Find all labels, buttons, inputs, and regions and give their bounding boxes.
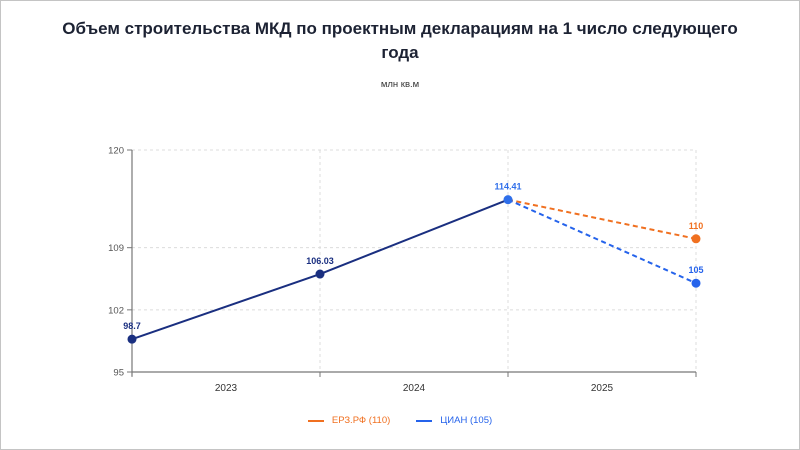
data-label: 114.41 bbox=[494, 182, 521, 192]
x-tick-label: 2024 bbox=[403, 383, 426, 394]
data-label: 105 bbox=[688, 265, 703, 275]
legend-label-cian: ЦИАН (105) bbox=[440, 415, 493, 426]
chart-title: Объем строительства МКД по проектным дек… bbox=[62, 19, 738, 62]
series-line-cian bbox=[507, 198, 697, 285]
x-tick-label: 2023 bbox=[215, 383, 238, 394]
data-point bbox=[691, 234, 701, 244]
data-point bbox=[127, 334, 137, 344]
legend: ЕРЗ.РФ (110) ЦИАН (105) bbox=[0, 415, 800, 426]
y-tick-label: 102 bbox=[108, 305, 124, 316]
y-tick-label: 109 bbox=[108, 243, 124, 254]
data-point bbox=[691, 278, 701, 288]
chart-subtitle: млн кв.м bbox=[380, 79, 420, 90]
x-tick-label: 2025 bbox=[591, 383, 614, 394]
data-label: 106.03 bbox=[306, 256, 334, 266]
y-tick-label: 120 bbox=[108, 146, 124, 157]
data-label: 98.7 bbox=[123, 321, 141, 331]
legend-swatch-erz bbox=[307, 419, 324, 422]
data-point bbox=[315, 269, 325, 279]
data-label: 110 bbox=[689, 221, 704, 231]
legend-item-cian[interactable]: ЦИАН (105) bbox=[416, 415, 492, 426]
y-tick-label: 95 bbox=[113, 368, 124, 379]
legend-item-erz[interactable]: ЕРЗ.РФ (110) bbox=[307, 415, 391, 426]
series-line-erz bbox=[507, 198, 697, 240]
data-point bbox=[503, 195, 513, 205]
legend-swatch-cian bbox=[416, 419, 433, 422]
legend-label-erz: ЕРЗ.РФ (110) bbox=[331, 415, 391, 426]
